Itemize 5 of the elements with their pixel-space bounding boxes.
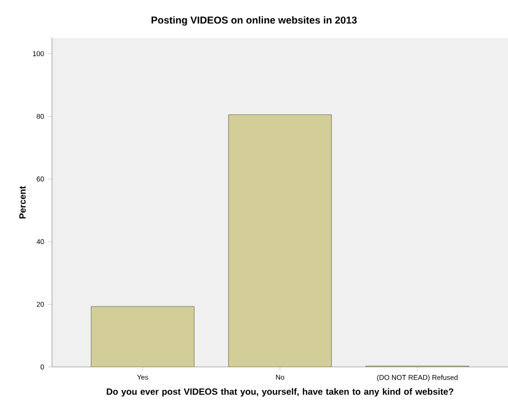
bar xyxy=(90,306,194,367)
chart-title: Posting VIDEOS on online websites in 2013 xyxy=(152,16,357,26)
bar xyxy=(228,114,332,367)
y-axis-title: Percent xyxy=(19,186,26,218)
x-axis-title: Do you ever post VIDEOS that you, yourself, have taken to any kind of website? xyxy=(106,388,454,397)
